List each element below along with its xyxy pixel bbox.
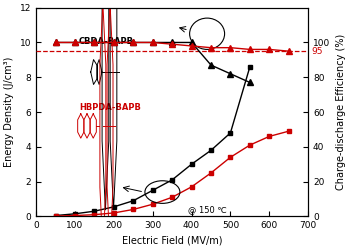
Text: CBDA-BAPB: CBDA-BAPB bbox=[79, 37, 134, 46]
Text: 95: 95 bbox=[311, 47, 322, 56]
Text: HBPDA-BAPB: HBPDA-BAPB bbox=[79, 103, 141, 112]
Y-axis label: Charge-discharge Efficiency (%): Charge-discharge Efficiency (%) bbox=[336, 34, 346, 190]
Y-axis label: Energy Density (J/cm³): Energy Density (J/cm³) bbox=[4, 57, 14, 167]
Text: @ 150 ℃: @ 150 ℃ bbox=[188, 205, 226, 214]
X-axis label: Electric Field (MV/m): Electric Field (MV/m) bbox=[122, 236, 222, 246]
